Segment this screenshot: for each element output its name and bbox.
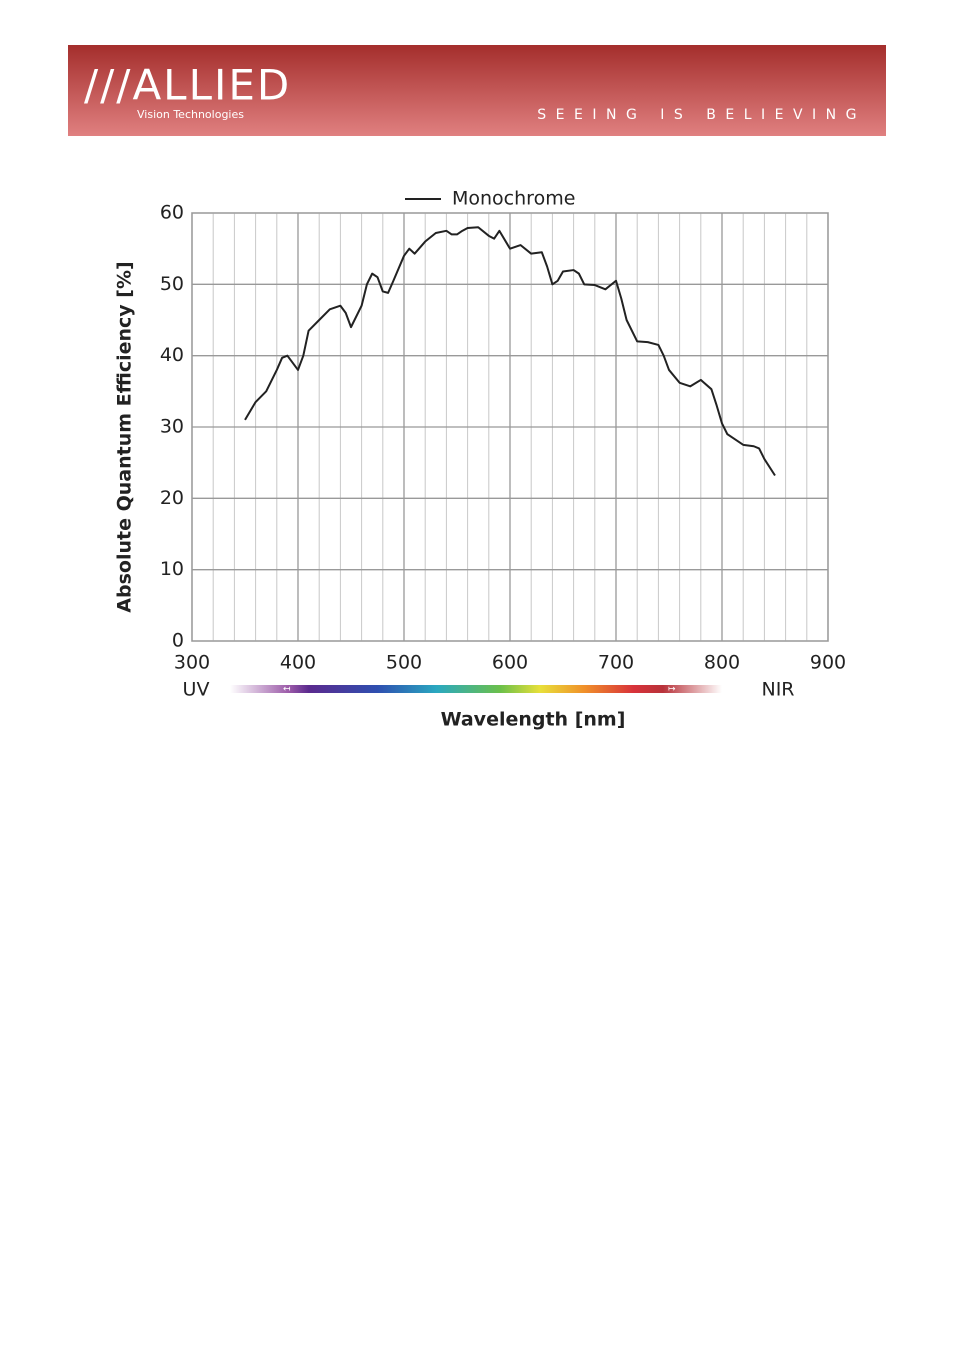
x-tick-label: 600: [492, 652, 528, 674]
y-tick-label: 40: [160, 344, 184, 366]
header-banner: [68, 45, 886, 136]
legend-label: Monochrome: [452, 188, 575, 210]
arrow: ↦: [668, 685, 676, 695]
spectrum-bar: [230, 685, 722, 693]
y-tick-label: 50: [160, 273, 184, 295]
nir-label: NIR: [761, 679, 794, 701]
y-tick-label: 30: [160, 416, 184, 438]
logo-subtitle: Vision Technologies: [137, 108, 244, 121]
y-tick-label: 60: [160, 202, 184, 224]
uv-label: UV: [183, 679, 210, 701]
y-tick-label: 20: [160, 487, 184, 509]
tagline: SEEING IS BELIEVING: [537, 107, 866, 123]
y-axis-label: Absolute Quantum Efficiency [%]: [114, 261, 136, 612]
y-tick-label: 0: [172, 630, 184, 652]
x-tick-label: 500: [386, 652, 422, 674]
x-tick-label: 400: [280, 652, 316, 674]
arrow: ↤: [283, 685, 291, 695]
y-tick-label: 10: [160, 558, 184, 580]
data-line: [244, 226, 776, 477]
x-tick-label: 300: [174, 652, 210, 674]
logo: ///ALLIED: [84, 61, 291, 110]
x-axis-label: Wavelength [nm]: [441, 709, 626, 731]
x-tick-label: 800: [704, 652, 740, 674]
x-tick-label: 700: [598, 652, 634, 674]
x-tick-label: 900: [810, 652, 846, 674]
